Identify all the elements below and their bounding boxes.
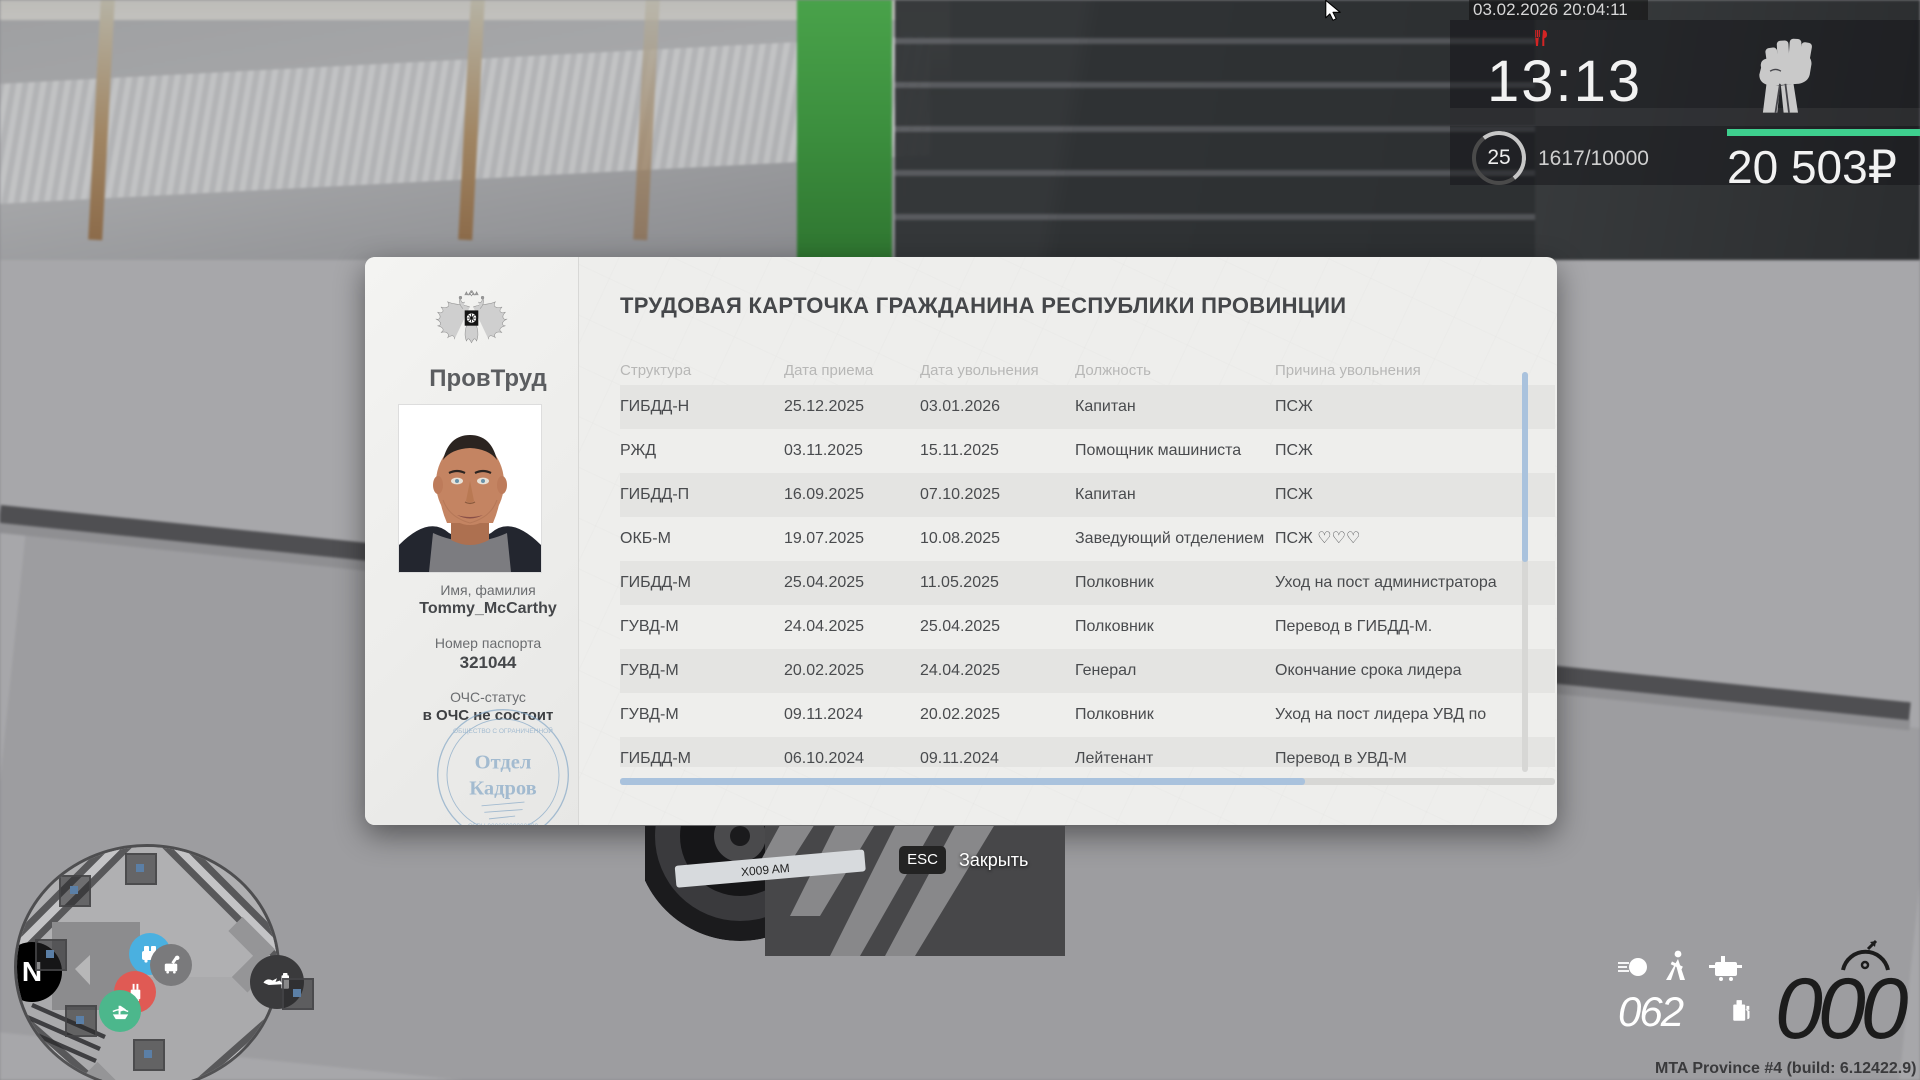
svg-text:Отдел: Отдел [475, 751, 532, 773]
svg-text:ОБЩЕСТВО С ОГРАНИЧЕННОЙ: ОБЩЕСТВО С ОГРАНИЧЕННОЙ [453, 726, 553, 735]
svg-text:ОГРН 00000000000000: ОГРН 00000000000000 [468, 823, 539, 825]
svg-text:Кадров: Кадров [469, 778, 536, 800]
